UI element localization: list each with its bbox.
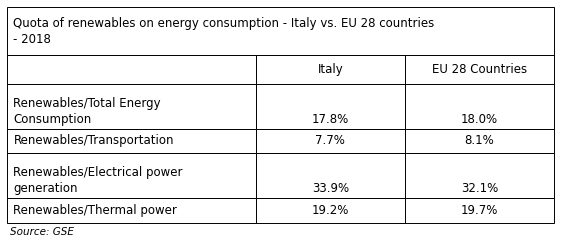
- Text: 18.0%: 18.0%: [461, 113, 498, 126]
- Bar: [256, 153, 405, 198]
- Text: 32.1%: 32.1%: [461, 182, 498, 195]
- Bar: [405, 84, 554, 129]
- Bar: [7, 7, 554, 55]
- Text: 17.8%: 17.8%: [312, 113, 349, 126]
- Text: 19.7%: 19.7%: [461, 204, 498, 217]
- Bar: [7, 153, 256, 198]
- Text: 33.9%: 33.9%: [312, 182, 349, 195]
- Bar: [405, 153, 554, 198]
- Bar: [256, 84, 405, 129]
- Text: Source: GSE: Source: GSE: [10, 227, 73, 237]
- Bar: [7, 198, 256, 223]
- Bar: [7, 84, 256, 129]
- Text: Renewables/Transportation: Renewables/Transportation: [13, 134, 174, 147]
- Bar: [405, 198, 554, 223]
- Text: Quota of renewables on energy consumption - Italy vs. EU 28 countries
- 2018: Quota of renewables on energy consumptio…: [13, 17, 435, 46]
- Text: Italy: Italy: [318, 63, 343, 76]
- Bar: [405, 129, 554, 153]
- Bar: [7, 55, 256, 84]
- Bar: [256, 55, 405, 84]
- Text: 8.1%: 8.1%: [465, 134, 494, 147]
- Text: Renewables/Thermal power: Renewables/Thermal power: [13, 204, 177, 217]
- Text: 19.2%: 19.2%: [312, 204, 349, 217]
- Bar: [7, 129, 256, 153]
- Text: EU 28 Countries: EU 28 Countries: [432, 63, 527, 76]
- Text: Renewables/Total Energy
Consumption: Renewables/Total Energy Consumption: [13, 97, 161, 126]
- Bar: [256, 198, 405, 223]
- Bar: [256, 129, 405, 153]
- Bar: [405, 55, 554, 84]
- Text: Renewables/Electrical power
generation: Renewables/Electrical power generation: [13, 166, 183, 195]
- Text: 7.7%: 7.7%: [315, 134, 345, 147]
